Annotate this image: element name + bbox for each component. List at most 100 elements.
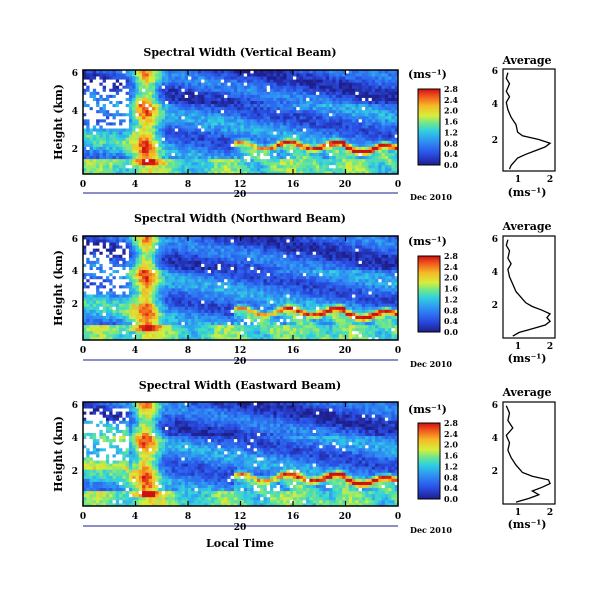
heatmap-cell bbox=[296, 94, 300, 97]
heatmap-cell bbox=[254, 91, 258, 94]
heatmap-cell bbox=[211, 134, 215, 137]
heatmap-cell bbox=[109, 165, 113, 168]
heatmap-cell bbox=[224, 125, 228, 128]
heatmap-cell bbox=[185, 88, 189, 91]
heatmap-cell bbox=[277, 128, 281, 131]
heatmap-cell bbox=[132, 143, 136, 146]
heatmap-cell bbox=[273, 94, 277, 97]
heatmap-cell bbox=[329, 104, 333, 107]
heatmap-cell bbox=[250, 113, 254, 116]
heatmap-cell bbox=[326, 165, 330, 168]
heatmap-cell bbox=[208, 134, 212, 137]
colorbar-tick-label: 2.0 bbox=[444, 106, 458, 116]
heatmap-cell bbox=[116, 116, 120, 119]
heatmap-cell bbox=[362, 107, 366, 110]
heatmap-cell bbox=[122, 334, 126, 337]
heatmap-cell bbox=[103, 122, 107, 125]
heatmap-cell bbox=[355, 159, 359, 162]
heatmap-cell bbox=[388, 94, 392, 97]
heatmap-cell bbox=[283, 73, 287, 76]
heatmap-cell bbox=[172, 264, 176, 267]
heatmap-cell bbox=[195, 331, 199, 334]
heatmap-cell bbox=[188, 94, 192, 97]
heatmap-cell bbox=[339, 150, 343, 153]
heatmap-cell bbox=[116, 328, 120, 331]
heatmap-cell bbox=[90, 248, 94, 251]
heatmap-cell bbox=[208, 239, 212, 242]
heatmap-cell bbox=[339, 113, 343, 116]
heatmap-cell bbox=[224, 288, 228, 291]
heatmap-cell bbox=[247, 122, 251, 125]
heatmap-cell bbox=[316, 104, 320, 107]
heatmap-cell bbox=[109, 104, 113, 107]
heatmap-cell bbox=[86, 288, 90, 291]
heatmap-cell bbox=[90, 267, 94, 270]
heatmap-cell bbox=[204, 239, 208, 242]
heatmap-cell bbox=[152, 82, 156, 85]
heatmap-cell bbox=[198, 264, 202, 267]
heatmap-cell bbox=[90, 328, 94, 331]
heatmap-cell bbox=[237, 264, 241, 267]
heatmap-cell bbox=[329, 101, 333, 104]
heatmap-cell bbox=[247, 116, 251, 119]
heatmap-cell bbox=[178, 291, 182, 294]
heatmap-cell bbox=[349, 153, 353, 156]
heatmap-cell bbox=[103, 242, 107, 245]
heatmap-cell bbox=[267, 76, 271, 79]
heatmap-cell bbox=[113, 146, 117, 149]
heatmap-cell bbox=[323, 143, 327, 146]
heatmap-cell bbox=[391, 131, 395, 134]
heatmap-cell bbox=[234, 300, 238, 303]
heatmap-cell bbox=[172, 282, 176, 285]
heatmap-cell bbox=[241, 303, 245, 306]
heatmap-cell bbox=[263, 143, 267, 146]
heatmap-cell bbox=[227, 122, 231, 125]
heatmap-cell bbox=[90, 325, 94, 328]
heatmap-cell bbox=[303, 85, 307, 88]
heatmap-cell bbox=[368, 113, 372, 116]
heatmap-cell bbox=[339, 125, 343, 128]
heatmap-cell bbox=[162, 128, 166, 131]
heatmap-cell bbox=[116, 288, 120, 291]
heatmap-cell bbox=[290, 143, 294, 146]
heatmap-cell bbox=[158, 319, 162, 322]
heatmap-cell bbox=[211, 285, 215, 288]
heatmap-cell bbox=[211, 248, 215, 251]
heatmap-cell bbox=[86, 297, 90, 300]
heatmap-cell bbox=[218, 94, 222, 97]
heatmap-cell bbox=[126, 88, 130, 91]
heatmap-cell bbox=[224, 300, 228, 303]
heatmap-cell bbox=[198, 294, 202, 297]
heatmap-cell bbox=[257, 73, 261, 76]
heatmap-cell bbox=[119, 156, 123, 159]
heatmap-cell bbox=[231, 134, 235, 137]
heatmap-cell bbox=[155, 319, 159, 322]
heatmap-cell bbox=[132, 159, 136, 162]
heatmap-cell bbox=[270, 162, 274, 165]
heatmap-cell bbox=[106, 82, 110, 85]
heatmap-cell bbox=[244, 168, 248, 171]
heatmap-cell bbox=[260, 76, 264, 79]
heatmap-cell bbox=[90, 85, 94, 88]
heatmap-cell bbox=[224, 156, 228, 159]
heatmap-cell bbox=[300, 110, 304, 113]
heatmap-cell bbox=[372, 116, 376, 119]
heatmap-cell bbox=[204, 288, 208, 291]
heatmap-cell bbox=[99, 297, 103, 300]
heatmap-cell bbox=[99, 73, 103, 76]
heatmap-cell bbox=[90, 279, 94, 282]
heatmap-cell bbox=[257, 168, 261, 171]
heatmap-cell bbox=[136, 143, 140, 146]
heatmap-cell bbox=[132, 104, 136, 107]
heatmap-cell bbox=[90, 334, 94, 337]
heatmap-cell bbox=[201, 107, 205, 110]
heatmap-cell bbox=[106, 88, 110, 91]
heatmap-cell bbox=[185, 282, 189, 285]
heatmap-cell bbox=[365, 73, 369, 76]
heatmap-cell bbox=[96, 150, 100, 153]
heatmap-cell bbox=[224, 276, 228, 279]
heatmap-cell bbox=[122, 165, 126, 168]
heatmap-cell bbox=[280, 165, 284, 168]
heatmap-cell bbox=[129, 297, 133, 300]
heatmap-cell bbox=[349, 91, 353, 94]
